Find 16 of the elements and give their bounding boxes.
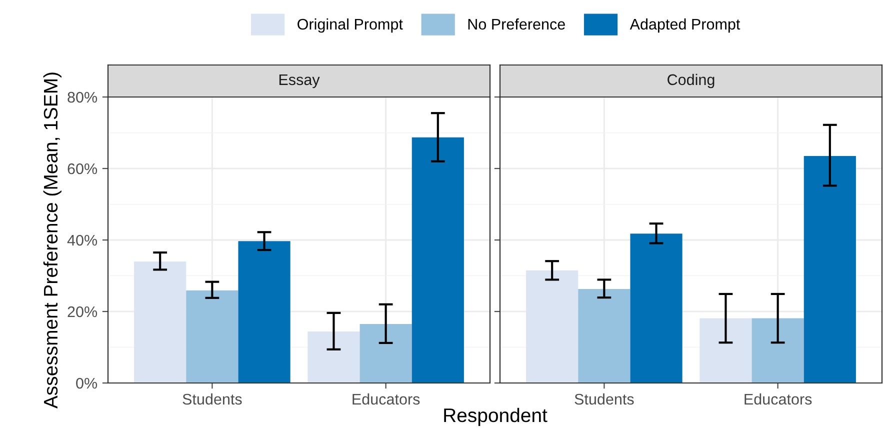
y-tick-label: 40% — [67, 234, 98, 246]
x-tick-label: Educators — [744, 393, 812, 405]
y-tick-label: 0% — [76, 378, 98, 389]
x-tick-label: Students — [574, 393, 634, 405]
legend-label: Adapted Prompt — [630, 18, 740, 33]
y-tick-label: 20% — [68, 306, 98, 318]
legend-label: Original Prompt — [298, 18, 403, 33]
x-tick-label: Educators — [352, 393, 420, 405]
chart-title: Essay — [279, 74, 320, 88]
x-tick-label: Students — [182, 393, 242, 405]
x-axis-title: Respondent — [444, 408, 548, 426]
y-axis-title: Assessment Preference (Mean, 1SEM) — [43, 72, 62, 409]
legend-label: No Preference — [468, 18, 565, 30]
chart-title: Coding — [668, 74, 714, 88]
y-tick-label: 60% — [68, 163, 98, 174]
y-tick-label: 80% — [68, 92, 98, 103]
